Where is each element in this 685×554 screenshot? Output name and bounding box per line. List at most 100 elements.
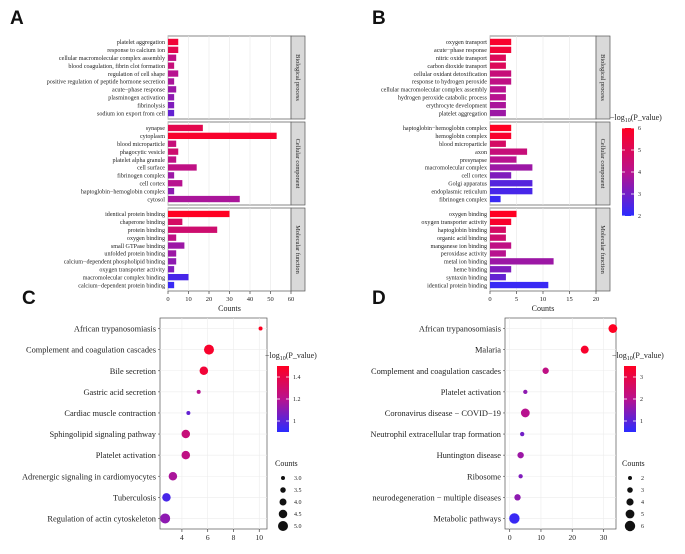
bar-nitric-oxide-transport xyxy=(490,54,506,61)
size-legend-dot xyxy=(628,476,632,480)
bar-protein-binding xyxy=(168,226,218,233)
bar-blood-microparticle xyxy=(168,140,177,147)
panel-c-size-legend-title: Counts xyxy=(275,459,298,468)
bar-blood-coagulation-fibrin-clot-formation xyxy=(168,62,175,69)
size-legend-label: 3.0 xyxy=(294,476,302,482)
bar-label-axon: axon xyxy=(475,150,487,156)
bar-identical-protein-binding xyxy=(168,210,230,218)
dot-complement-and-coagulation-cascades xyxy=(203,344,214,355)
term-label-cardiac-muscle-contraction: Cardiac muscle contraction xyxy=(64,409,156,418)
dot-complement-and-coagulation-cascades xyxy=(542,367,549,374)
bar-oxygen-transporter-activity xyxy=(168,266,175,273)
x-axis-label: Counts xyxy=(218,304,241,313)
x-tick-label: 15 xyxy=(566,296,573,303)
dot-malaria xyxy=(580,345,589,354)
size-legend-label: 5.0 xyxy=(294,524,302,530)
dot-tuberculosis xyxy=(162,493,171,502)
bar-label-metal-ion-binding: metal ion binding xyxy=(444,260,487,266)
term-label-complement-and-coagulation-cascades: Complement and coagulation cascades xyxy=(26,346,156,355)
dot-african-trypanosomiasis xyxy=(608,324,618,333)
bar-label-cellular-macromolecular-complex-assembly: cellular macromolecular complex assembly xyxy=(59,56,166,62)
term-label-african-trypanosomiasis: African trypanosomiasis xyxy=(419,325,501,334)
panel-d-letter: D xyxy=(372,288,386,309)
bar-label-acute-phase-response: acute−phase response xyxy=(434,48,487,54)
panel-d-size-legend-title: Counts xyxy=(622,459,645,468)
bar-label-haptoglobin-binding: haptoglobin binding xyxy=(438,228,487,234)
term-label-ribosome: Ribosome xyxy=(467,472,501,481)
panel-a-bar-chart: platelet aggregation response to calcium … xyxy=(47,35,306,313)
panel-d-colorbar xyxy=(624,366,636,432)
bar-label-blood-coagulation-fibrin-clot-formation: blood coagulation, fibrin clot formation xyxy=(68,63,165,70)
x-tick-label: 8 xyxy=(232,533,236,542)
size-legend-dot xyxy=(280,487,286,493)
bar-label-hydrogen-peroxide-catabolic-process: hydrogen peroxide catabolic process xyxy=(398,95,488,101)
dot-regulation-of-actin-cytoskeleton xyxy=(160,513,171,524)
bar-label-macromolecular-complex-binding: macromolecular complex binding xyxy=(83,275,165,281)
facet-strip xyxy=(595,121,611,206)
size-legend-label: 5 xyxy=(641,512,644,518)
bar-label-fibrinogen-complex: fibrinogen complex xyxy=(439,196,487,203)
bar-label-cellular-oxidant-detoxification: cellular oxidant detoxification xyxy=(414,71,487,78)
bar-label-identical-protein-binding: identical protein binding xyxy=(105,212,165,218)
bar-endoplasmic-reticulum xyxy=(490,187,533,195)
size-legend-dot xyxy=(626,498,634,506)
bar-cell-cortex xyxy=(168,180,183,187)
bar-label-acute-phase-response: acute−phase response xyxy=(112,88,165,94)
dot-metabolic-pathways xyxy=(509,513,520,524)
facet-strip xyxy=(290,35,306,120)
bar-axon xyxy=(490,148,528,155)
size-legend-dot xyxy=(279,498,287,506)
panel-b-group-biological-process: oxygen transport acute−phase response nitr… xyxy=(381,35,611,120)
x-tick-label: 40 xyxy=(247,296,254,303)
panel-b-bar-chart: oxygen transport acute−phase response nitr… xyxy=(381,35,662,313)
x-tick-label: 0 xyxy=(166,296,169,303)
size-legend-label: 4 xyxy=(641,500,644,506)
bar-label-golgi-apparatus: Golgi apparatus xyxy=(448,181,487,187)
bar-calcium-dependent-protein-binding xyxy=(168,281,175,289)
bar-label-calcium-dependent-protein-binding: calcium−dependent protein binding xyxy=(78,283,165,289)
panel-c-colorbar-tick-label: 1 xyxy=(293,419,296,425)
bar-presynapse xyxy=(490,156,517,163)
panel-d-legend-title: −log10(P_value) xyxy=(612,351,664,362)
bar-label-response-to-calcium-ion: response to calcium ion xyxy=(107,48,165,54)
bar-label-cell-cortex: cell cortex xyxy=(139,181,165,187)
term-label-metabolic-pathways: Metabolic pathways xyxy=(433,514,501,523)
panel-b-legend-title: −log10(P_value) xyxy=(610,113,662,124)
term-label-regulation-of-actin-cytoskeleton: Regulation of actin cytoskeleton xyxy=(47,514,156,523)
x-tick-label: 50 xyxy=(267,296,274,303)
bar-regulation-of-cell-shape xyxy=(168,70,179,77)
bar-label-haptoglobin-hemoglobin-complex: haptoglobin−hemoglobin complex xyxy=(81,189,165,195)
facet-label-molecular-function: Molecular function xyxy=(599,225,606,274)
bar-plasminogen-activation xyxy=(168,94,175,101)
bar-carbon-dioxide-transport xyxy=(490,62,506,69)
panel-b-group-molecular-function: oxygen binding oxygen transporter activit… xyxy=(421,207,611,292)
x-tick-label: 10 xyxy=(537,533,545,542)
bar-sodium-ion-export-from-cell xyxy=(168,109,175,117)
bar-calcium-dependent-phospholipid-binding xyxy=(168,258,177,265)
bar-label-platelet-aggregation: platelet aggregation xyxy=(439,111,487,117)
size-legend-dot xyxy=(278,509,288,519)
term-label-neutrophil-extracellular-trap-formation: Neutrophil extracellular trap formation xyxy=(371,430,502,439)
bar-positive-regulation-of-peptide-hormone-secretion xyxy=(168,78,175,85)
panel-c-colorbar xyxy=(277,366,289,432)
x-tick-label: 4 xyxy=(180,533,184,542)
bar-macromolecular-complex xyxy=(490,164,533,171)
bar-label-fibrinolysis: fibrinolysis xyxy=(137,102,165,109)
bar-acute-phase-response xyxy=(490,46,512,54)
facet-strip xyxy=(290,207,306,292)
panel-b-letter: B xyxy=(372,8,386,29)
size-legend-label: 4.5 xyxy=(294,512,302,518)
bar-label-hemoglobin-complex: hemoglobin complex xyxy=(435,134,487,140)
term-label-bile-secretion: Bile secretion xyxy=(110,367,157,376)
bar-erythrocyte-development xyxy=(490,101,506,109)
bar-label-cytosol: cytosol xyxy=(147,197,165,203)
panel-c-legend-title: −log10(P_value) xyxy=(265,351,317,362)
bar-unfolded-protein-binding xyxy=(168,250,177,257)
x-tick-label: 0 xyxy=(508,533,512,542)
x-tick-label: 20 xyxy=(568,533,576,542)
size-legend-dot xyxy=(278,521,288,531)
size-legend-dot xyxy=(281,476,285,480)
bar-cellular-oxidant-detoxification xyxy=(490,70,512,77)
x-tick-label: 30 xyxy=(600,533,608,542)
